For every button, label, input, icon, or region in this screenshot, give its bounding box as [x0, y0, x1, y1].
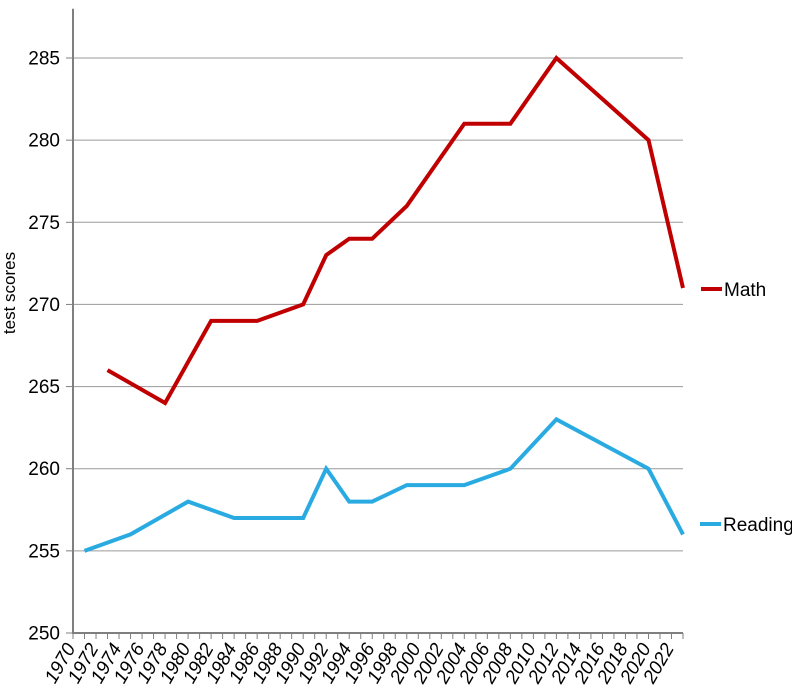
series-line-math [106, 55, 685, 406]
legend-item-reading: Reading [700, 515, 792, 536]
y-tick-label: 265 [28, 377, 60, 398]
legend-math-label: Math [724, 280, 766, 301]
series-line-reading [83, 416, 685, 553]
x-axis-tick-labels: 1970197219741976197819801982198419861988… [41, 640, 679, 688]
legend-reading-label: Reading [723, 515, 792, 536]
y-tick-label: 260 [28, 459, 60, 480]
legend-item-math: Math [701, 280, 766, 301]
y-axis-ticks [66, 57, 73, 634]
y-tick-label: 280 [28, 131, 60, 152]
y-tick-label: 275 [28, 213, 60, 234]
y-tick-label: 285 [28, 49, 60, 70]
x-axis-ticks [72, 633, 684, 639]
y-axis-tick-labels: 250 255 260 265 270 275 280 285 [28, 49, 60, 645]
y-tick-label: 270 [28, 295, 60, 316]
gridlines [73, 57, 683, 552]
y-tick-label: 250 [28, 624, 60, 645]
axes [72, 8, 683, 634]
y-axis-title: test scores [0, 252, 19, 334]
y-tick-label: 255 [28, 541, 60, 562]
series-lines [83, 55, 685, 553]
